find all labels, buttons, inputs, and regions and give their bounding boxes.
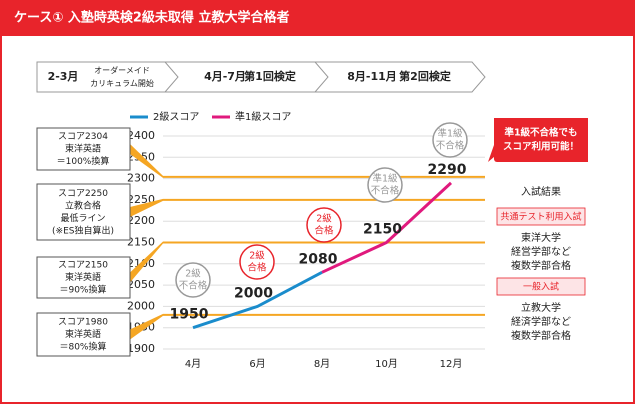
- timeline-label: 第1回検定: [244, 69, 296, 83]
- header-bar: [0, 0, 635, 36]
- legend-label: 準1級スコア: [235, 110, 291, 123]
- timeline-label: オーダーメイド: [94, 65, 150, 75]
- reference-label: ＝80%換算: [59, 341, 106, 353]
- reference-label: 立教合格: [65, 199, 101, 211]
- result-line: 経済学部など: [511, 315, 571, 328]
- series-line: [192, 270, 323, 330]
- status-label: 不合格: [371, 185, 400, 197]
- callout-text: 準1級不合格でも: [504, 127, 577, 139]
- status-circle: [432, 122, 468, 158]
- status-label: 2級: [185, 268, 201, 280]
- status-circle: [306, 207, 342, 243]
- callout-wedge: [130, 198, 163, 217]
- reference-label: スコア1980: [58, 318, 108, 328]
- reference-label: 東洋英語: [65, 271, 101, 283]
- status-label: 合格: [247, 262, 267, 274]
- y-tick-label: 2050: [127, 278, 155, 291]
- status-label: 合格: [314, 225, 334, 237]
- series-line: [321, 181, 453, 274]
- reference-label: (※ES独自算出): [52, 224, 114, 236]
- timeline-period: 8月-11月: [347, 70, 397, 83]
- y-tick-label: 2300: [127, 172, 155, 185]
- data-label: 2000: [234, 285, 273, 301]
- reference-box: [36, 183, 131, 241]
- status-circle: [239, 244, 275, 280]
- status-circle: [367, 167, 403, 203]
- status-circle: [175, 262, 211, 298]
- status-label: 2級: [249, 250, 265, 262]
- x-tick-label: 10月: [375, 358, 398, 370]
- status-label: 準1級: [372, 173, 398, 185]
- legend-label: 2級スコア: [153, 110, 199, 123]
- data-label: 2290: [428, 162, 467, 178]
- reference-label: スコア2150: [58, 261, 108, 271]
- status-label: 2級: [316, 213, 332, 225]
- results-title: 入試結果: [521, 185, 561, 198]
- data-label: 2080: [299, 251, 338, 267]
- result-line: 立教大学: [521, 301, 561, 314]
- y-tick-label: 2150: [127, 236, 155, 249]
- callout-wedge: [130, 241, 163, 283]
- timeline-period: 4月-7月: [204, 70, 246, 83]
- reference-label: スコア2304: [58, 132, 108, 142]
- y-tick-label: 2200: [127, 214, 155, 227]
- status-label: 準1級: [437, 128, 463, 140]
- reference-box: [36, 127, 131, 171]
- result-line: 東洋大学: [521, 231, 561, 244]
- reference-label: 東洋英語: [65, 143, 101, 155]
- x-tick-label: 6月: [249, 358, 265, 370]
- reference-label: スコア2250: [58, 189, 108, 199]
- callout-text: スコア利用可能！: [503, 141, 579, 153]
- timeline-period: 2-3月: [48, 70, 79, 83]
- data-label: 2150: [363, 222, 402, 238]
- reference-label: ＝90%換算: [59, 284, 106, 296]
- result-line: 複数学部合格: [511, 329, 571, 342]
- reference-box: [36, 312, 131, 357]
- reference-label: ＝100%換算: [57, 155, 110, 167]
- reference-box: [36, 256, 131, 299]
- callout-wedge: [130, 144, 163, 178]
- header-title: ケース① 入塾時英検2級未取得 立教大学合格者: [14, 10, 289, 26]
- result-line: 複数学部合格: [511, 259, 571, 272]
- result-name: 共通テスト利用入試: [500, 211, 581, 223]
- callout-wedge: [130, 313, 163, 340]
- x-tick-label: 4月: [185, 358, 201, 370]
- result-line: 経営学部など: [511, 245, 571, 258]
- callout-fill: [494, 118, 588, 162]
- y-tick-label: 1900: [127, 342, 155, 355]
- y-tick-label: 2000: [127, 299, 155, 312]
- reference-label: 東洋英語: [65, 328, 101, 340]
- x-tick-label: 12月: [440, 358, 463, 370]
- result-badge: [496, 207, 586, 226]
- data-label: 1950: [170, 307, 209, 323]
- result-name: 一般入試: [523, 281, 559, 293]
- result-badge: [496, 277, 586, 296]
- status-label: 不合格: [436, 140, 465, 152]
- status-label: 不合格: [179, 280, 208, 292]
- x-tick-label: 8月: [314, 358, 330, 370]
- y-tick-label: 2400: [127, 129, 155, 142]
- timeline-label: カリキュラム開始: [90, 78, 154, 88]
- timeline-arrow: [313, 61, 486, 93]
- timeline-label: 第2回検定: [399, 69, 451, 83]
- reference-label: 最低ライン: [60, 212, 105, 224]
